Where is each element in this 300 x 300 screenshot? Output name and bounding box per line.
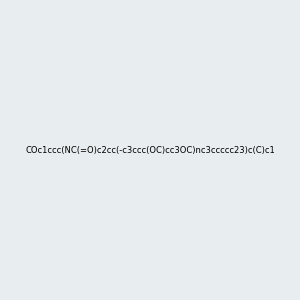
Text: COc1ccc(NC(=O)c2cc(-c3ccc(OC)cc3OC)nc3ccccc23)c(C)c1: COc1ccc(NC(=O)c2cc(-c3ccc(OC)cc3OC)nc3cc… (25, 146, 275, 154)
